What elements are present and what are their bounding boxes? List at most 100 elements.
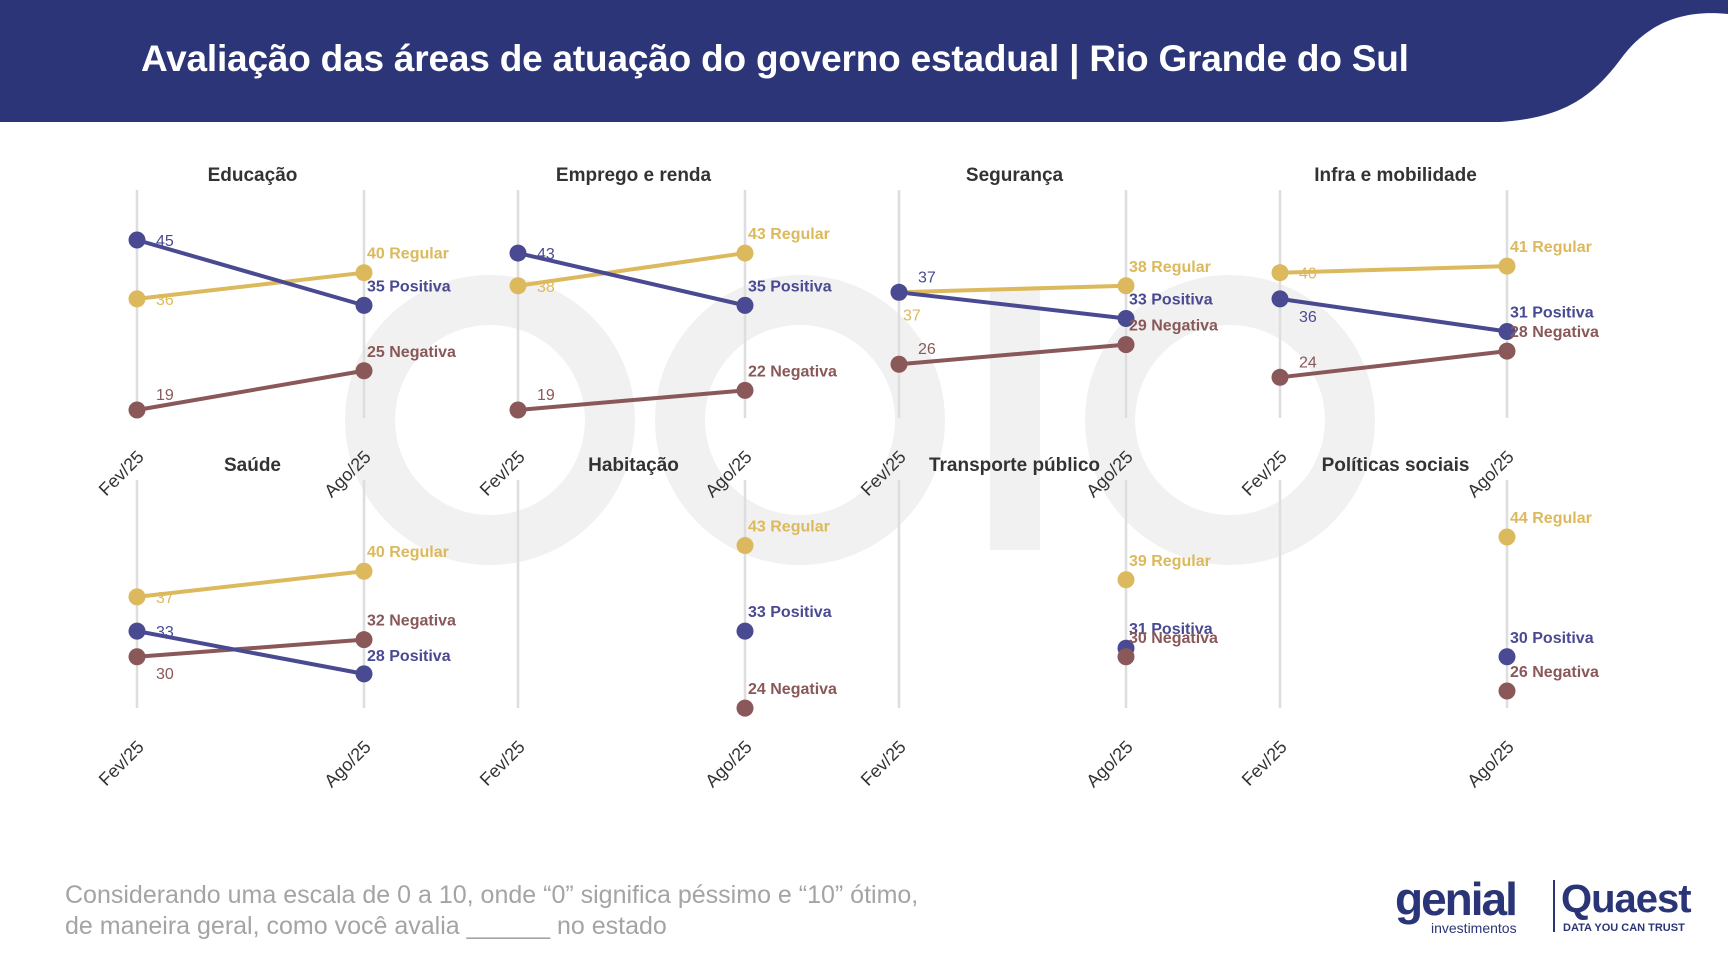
footer-logos: genial investimentos Quaest DATA YOU CAN… bbox=[1395, 873, 1692, 936]
infra-e-mobilidade-regular-point-fev bbox=[1271, 264, 1289, 282]
infra-e-mobilidade-positiva-point-fev bbox=[1271, 290, 1289, 308]
politicas-sociais-negativa-point-ago bbox=[1498, 682, 1516, 700]
emprego-e-renda-regular-point-ago bbox=[736, 244, 754, 262]
infra-e-mobilidade-regular-label-fev: 40 bbox=[1299, 266, 1317, 283]
educacao-negativa-point-fev bbox=[128, 401, 146, 419]
seguranca-negativa-label-fev: 26 bbox=[918, 341, 936, 358]
question-note-line2: de maneira geral, como você avalia _____… bbox=[65, 912, 667, 940]
saude-regular-point-ago bbox=[355, 562, 373, 580]
emprego-e-renda-title: Emprego e renda bbox=[556, 165, 712, 186]
emprego-e-renda-xtick-fev-25: Fev/25 bbox=[476, 447, 529, 500]
saude-negativa-point-fev bbox=[128, 648, 146, 666]
seguranca-positiva-label-ago: 33 Positiva bbox=[1129, 291, 1213, 308]
genial-logo: genial investimentos bbox=[1395, 873, 1518, 936]
emprego-e-renda-regular-label-ago: 43 Regular bbox=[748, 226, 830, 243]
transporte-publico-regular-point-ago bbox=[1117, 571, 1135, 589]
educacao-positiva-label-fev: 45 bbox=[156, 233, 174, 250]
question-note-line1: Considerando uma escala de 0 a 10, onde … bbox=[65, 881, 919, 909]
transporte-publico-xtick-fev-25: Fev/25 bbox=[857, 737, 910, 790]
habitacao-positiva-label-ago: 33 Positiva bbox=[748, 604, 832, 621]
transporte-publico-xtick-ago-25: Ago/25 bbox=[1082, 737, 1136, 791]
educacao-negativa-label-fev: 19 bbox=[156, 387, 174, 404]
seguranca-negativa-line bbox=[897, 342, 1128, 367]
saude-regular-label-ago: 40 Regular bbox=[367, 544, 449, 561]
seguranca-negativa-point-ago bbox=[1117, 336, 1135, 354]
header-banner: Avaliação das áreas de atuação do govern… bbox=[0, 0, 1728, 125]
saude-negativa-point-ago bbox=[355, 631, 373, 649]
emprego-e-renda-regular-point-fev bbox=[509, 277, 527, 295]
politicas-sociais-regular-point-ago bbox=[1498, 528, 1516, 546]
quaest-logo-tagline: DATA YOU CAN TRUST bbox=[1563, 922, 1685, 934]
seguranca-positiva-point-ago bbox=[1117, 309, 1135, 327]
emprego-e-renda-negativa-point-fev bbox=[509, 401, 527, 419]
infra-e-mobilidade-negativa-point-fev bbox=[1271, 368, 1289, 386]
educacao-regular-point-fev bbox=[128, 290, 146, 308]
habitacao-xtick-fev-25: Fev/25 bbox=[476, 737, 529, 790]
saude-regular-line bbox=[135, 569, 366, 599]
saude-positiva-label-fev: 33 bbox=[156, 624, 174, 641]
habitacao-xtick-ago-25: Ago/25 bbox=[701, 737, 755, 791]
educacao-regular-point-ago bbox=[355, 264, 373, 282]
emprego-e-renda-positiva-point-ago bbox=[736, 296, 754, 314]
educacao-regular-label-fev: 36 bbox=[156, 292, 174, 309]
seguranca-negativa-label-ago: 29 Negativa bbox=[1129, 318, 1218, 335]
seguranca-positiva-line bbox=[897, 290, 1128, 321]
educacao-title: Educação bbox=[208, 165, 298, 186]
emprego-e-renda-negativa-point-ago bbox=[736, 381, 754, 399]
infra-e-mobilidade-regular-point-ago bbox=[1498, 257, 1516, 275]
saude-title: Saúde bbox=[224, 455, 281, 476]
infra-e-mobilidade-negativa-label-fev: 24 bbox=[1299, 354, 1317, 371]
saude-positiva-point-fev bbox=[128, 622, 146, 640]
educacao-regular-label-ago: 40 Regular bbox=[367, 246, 449, 263]
saude-negativa-label-fev: 30 bbox=[156, 666, 174, 683]
politicas-sociais-xtick-ago-25: Ago/25 bbox=[1463, 737, 1517, 791]
politicas-sociais-positiva-label-ago: 30 Positiva bbox=[1510, 630, 1594, 647]
infra-e-mobilidade-title: Infra e mobilidade bbox=[1314, 165, 1477, 186]
infra-e-mobilidade-positiva-label-fev: 36 bbox=[1299, 309, 1317, 326]
educacao-negativa-line bbox=[135, 368, 366, 412]
seguranca-regular-label-ago: 38 Regular bbox=[1129, 259, 1211, 276]
infra-e-mobilidade-negativa-point-ago bbox=[1498, 342, 1516, 360]
infra-e-mobilidade-regular-label-ago: 41 Regular bbox=[1510, 239, 1592, 256]
seguranca-title: Segurança bbox=[966, 165, 1064, 186]
educacao-xtick-ago-25: Ago/25 bbox=[320, 447, 374, 501]
emprego-e-renda-positiva-label-fev: 43 bbox=[537, 246, 555, 263]
quaest-logo-word: Quaest bbox=[1561, 877, 1692, 921]
saude-regular-point-fev bbox=[128, 588, 146, 606]
educacao-positiva-line bbox=[135, 238, 366, 308]
habitacao-regular-label-ago: 43 Regular bbox=[748, 519, 830, 536]
quaest-logo: Quaest DATA YOU CAN TRUST bbox=[1561, 876, 1692, 934]
emprego-e-renda-xtick-ago-25: Ago/25 bbox=[701, 447, 755, 501]
habitacao-negativa-point-ago bbox=[736, 699, 754, 717]
transporte-publico-negativa-point-ago bbox=[1117, 648, 1135, 666]
genial-logo-word: genial bbox=[1395, 873, 1518, 925]
saude-xtick-ago-25: Ago/25 bbox=[320, 737, 374, 791]
emprego-e-renda-regular-line bbox=[516, 251, 747, 288]
emprego-e-renda-positiva-line bbox=[516, 251, 747, 308]
politicas-sociais-positiva-point-ago bbox=[1498, 648, 1516, 666]
educacao-positiva-label-ago: 35 Positiva bbox=[367, 278, 451, 295]
seguranca-regular-line bbox=[897, 283, 1128, 295]
politicas-sociais-title: Políticas sociais bbox=[1322, 455, 1470, 476]
saude-negativa-line bbox=[135, 637, 366, 659]
saude-positiva-line bbox=[135, 629, 366, 676]
seguranca-xtick-fev-25: Fev/25 bbox=[857, 447, 910, 500]
genial-logo-sub: investimentos bbox=[1431, 920, 1517, 936]
educacao-xtick-fev-25: Fev/25 bbox=[95, 447, 148, 500]
charts-area: Educação Fev/25 Ago/25 36 40 Regular 45 35 Pos… bbox=[95, 165, 1599, 791]
educacao-positiva-point-fev bbox=[128, 231, 146, 249]
educacao-negativa-label-ago: 25 Negativa bbox=[367, 344, 456, 361]
saude-positiva-label-ago: 28 Positiva bbox=[367, 648, 451, 665]
habitacao-title: Habitação bbox=[588, 455, 679, 476]
saude-regular-label-fev: 37 bbox=[156, 590, 174, 607]
infra-e-mobilidade-negativa-label-ago: 28 Negativa bbox=[1510, 324, 1599, 341]
emprego-e-renda-positiva-point-fev bbox=[509, 244, 527, 262]
transporte-publico-title: Transporte público bbox=[929, 455, 1100, 476]
saude-positiva-point-ago bbox=[355, 665, 373, 683]
saude-xtick-fev-25: Fev/25 bbox=[95, 737, 148, 790]
saude-negativa-label-ago: 32 Negativa bbox=[367, 613, 456, 630]
politicas-sociais-negativa-label-ago: 26 Negativa bbox=[1510, 664, 1599, 681]
habitacao-negativa-label-ago: 24 Negativa bbox=[748, 681, 837, 698]
header-background bbox=[0, 0, 1728, 122]
seguranca-regular-point-ago bbox=[1117, 277, 1135, 295]
